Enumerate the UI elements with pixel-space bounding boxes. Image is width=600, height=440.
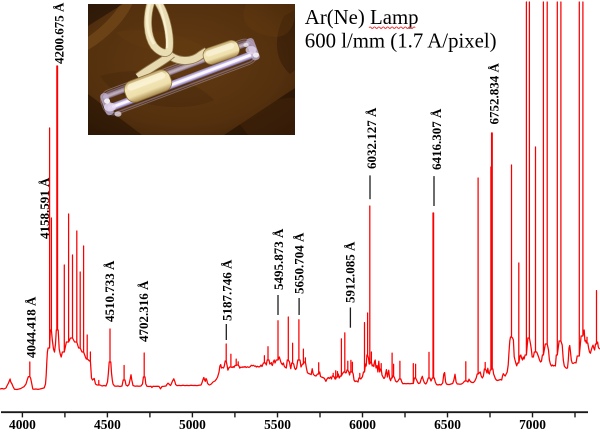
svg-text:6500: 6500 — [434, 417, 461, 432]
svg-text:5650.704 Å: 5650.704 Å — [291, 232, 306, 294]
svg-text:4158.591 Å: 4158.591 Å — [37, 177, 52, 239]
svg-text:5912.085 Å: 5912.085 Å — [342, 241, 357, 303]
svg-text:6032.127 Å: 6032.127 Å — [364, 107, 379, 169]
svg-text:4500: 4500 — [94, 417, 121, 432]
svg-text:6000: 6000 — [349, 417, 376, 432]
svg-text:4200.675 Å: 4200.675 Å — [52, 2, 67, 64]
svg-text:Ar(Ne) Lamp: Ar(Ne) Lamp — [305, 6, 419, 29]
svg-text:4044.418 Å: 4044.418 Å — [23, 296, 38, 358]
svg-text:600 l/mm (1.7 A/pixel): 600 l/mm (1.7 A/pixel) — [305, 30, 497, 53]
svg-text:6752.834 Å: 6752.834 Å — [486, 63, 501, 125]
svg-text:4702.316 Å: 4702.316 Å — [136, 280, 151, 342]
svg-text:7000: 7000 — [519, 417, 546, 432]
svg-text:5500: 5500 — [264, 417, 291, 432]
svg-text:4000: 4000 — [9, 417, 36, 432]
svg-text:6416.307 Å: 6416.307 Å — [429, 108, 444, 170]
svg-text:4510.733 Å: 4510.733 Å — [102, 260, 117, 322]
svg-text:5495.873 Å: 5495.873 Å — [271, 228, 286, 290]
svg-text:5000: 5000 — [179, 417, 206, 432]
svg-text:5187.746 Å: 5187.746 Å — [219, 259, 234, 321]
